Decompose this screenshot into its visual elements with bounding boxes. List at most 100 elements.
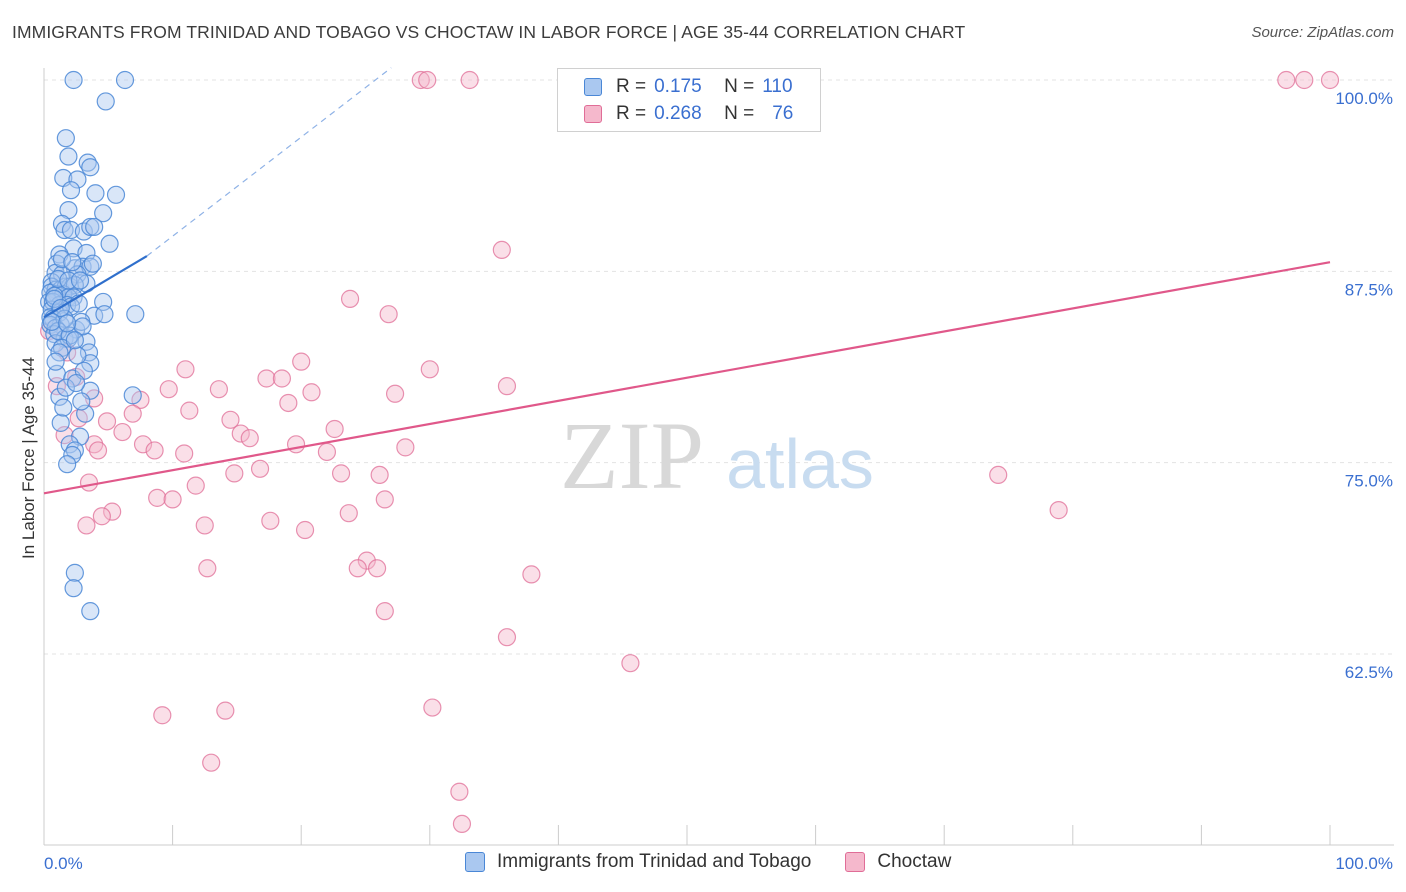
trinidad-point bbox=[50, 387, 69, 406]
choctaw-point bbox=[423, 698, 442, 717]
legend-r-label: R = bbox=[616, 103, 647, 124]
trinidad-point bbox=[59, 329, 78, 348]
trinidad-point bbox=[106, 185, 126, 204]
trinidad-point bbox=[96, 92, 115, 111]
trinidad-point bbox=[55, 220, 74, 240]
trinidad-point bbox=[52, 249, 72, 269]
legend-row-trinidad: R = 0.175 N = 110 bbox=[584, 75, 793, 99]
trinidad-point bbox=[51, 413, 70, 432]
choctaw-point bbox=[97, 412, 117, 431]
trinidad-point bbox=[54, 398, 73, 417]
legend-label-choctaw: Choctaw bbox=[877, 851, 952, 872]
choctaw-point bbox=[339, 504, 358, 523]
trinidad-point bbox=[81, 217, 100, 237]
choctaw-point bbox=[385, 384, 405, 403]
trinidad-point bbox=[70, 427, 90, 446]
choctaw-point bbox=[452, 814, 472, 834]
choctaw-point bbox=[348, 559, 367, 578]
choctaw-point bbox=[250, 459, 270, 478]
trinidad-point bbox=[65, 563, 84, 582]
choctaw-point bbox=[522, 565, 541, 584]
choctaw-point bbox=[79, 473, 99, 492]
trinidad-point bbox=[64, 579, 83, 598]
choctaw-point bbox=[1277, 70, 1296, 90]
choctaw-point bbox=[77, 516, 96, 535]
trinidad-point bbox=[58, 455, 77, 474]
source-label: Source: ZipAtlas.com bbox=[1251, 24, 1394, 41]
legend-n-label: N = bbox=[724, 103, 755, 124]
trinidad-point bbox=[94, 204, 113, 223]
choctaw-point bbox=[176, 360, 195, 379]
legend-swatch-pink bbox=[845, 852, 866, 872]
choctaw-point bbox=[331, 464, 351, 483]
y-tick-label: 62.5% bbox=[1345, 663, 1393, 682]
choctaw-point bbox=[216, 701, 235, 720]
trinidad-point bbox=[81, 158, 100, 177]
trinidad-point bbox=[123, 386, 142, 405]
choctaw-point bbox=[420, 360, 439, 379]
legend-row-choctaw: R = 0.268 N = 76 bbox=[584, 102, 793, 126]
trinidad-point bbox=[63, 253, 82, 272]
choctaw-point bbox=[396, 438, 415, 457]
trinidad-point bbox=[85, 217, 104, 237]
trinidad-point bbox=[46, 352, 65, 371]
choctaw-point bbox=[272, 369, 292, 388]
choctaw-point bbox=[989, 465, 1008, 485]
choctaw-point bbox=[367, 559, 387, 578]
grid-lines bbox=[44, 79, 1394, 655]
watermark-atlas: atlas bbox=[726, 425, 874, 503]
trinidad-point bbox=[77, 243, 96, 263]
trinidad-point bbox=[77, 332, 96, 351]
trinidad-point bbox=[81, 602, 100, 621]
series-choctaw bbox=[40, 70, 1340, 834]
choctaw-point bbox=[1049, 501, 1068, 520]
trinidad-point bbox=[50, 343, 69, 362]
choctaw-point bbox=[1320, 70, 1340, 90]
legend-swatch-blue bbox=[465, 852, 485, 872]
choctaw-point bbox=[302, 383, 321, 402]
legend-item-trinidad: Immigrants from Trinidad and Tobago bbox=[465, 851, 811, 873]
choctaw-point bbox=[375, 602, 394, 621]
x-tick-label: 100.0% bbox=[1335, 854, 1393, 873]
choctaw-point bbox=[103, 502, 122, 521]
choctaw-point bbox=[460, 70, 479, 90]
legend-n-value: 110 bbox=[762, 76, 793, 97]
choctaw-point bbox=[375, 490, 394, 509]
choctaw-point bbox=[163, 490, 182, 509]
choctaw-point bbox=[123, 404, 142, 423]
trinidad-point bbox=[56, 378, 75, 397]
choctaw-point bbox=[257, 369, 276, 388]
series-legend: Immigrants from Trinidad and Tobago Choc… bbox=[465, 851, 985, 873]
trinidad-point bbox=[86, 184, 105, 203]
y-tick-label: 100.0% bbox=[1335, 89, 1393, 108]
y-tick-label: 87.5% bbox=[1345, 280, 1393, 299]
trinidad-point bbox=[95, 305, 114, 324]
trinidad-point bbox=[65, 331, 84, 350]
trend-lines bbox=[43, 67, 1331, 495]
y-axis-label: In Labor Force | Age 35-44 bbox=[19, 357, 38, 559]
choctaw-point bbox=[497, 628, 517, 647]
trinidad-point bbox=[67, 373, 86, 393]
choctaw-point bbox=[88, 441, 108, 460]
choctaw-point bbox=[113, 422, 132, 442]
axes bbox=[43, 68, 1394, 846]
choctaw-point bbox=[180, 401, 199, 420]
trinidad-point bbox=[45, 289, 64, 308]
trinidad-point bbox=[64, 70, 83, 90]
choctaw-point bbox=[225, 464, 244, 483]
legend-n-value: 76 bbox=[772, 103, 794, 124]
legend-item-choctaw: Choctaw bbox=[845, 851, 951, 873]
trinidad-point bbox=[68, 170, 87, 189]
x-tick-label: 0.0% bbox=[44, 854, 83, 873]
choctaw-point bbox=[379, 305, 398, 324]
trinidad-point bbox=[126, 305, 145, 324]
choctaw-point bbox=[133, 435, 153, 454]
legend-n-label: N = bbox=[724, 76, 755, 97]
choctaw-point bbox=[317, 442, 337, 462]
trinidad-point bbox=[74, 222, 93, 241]
choctaw-point bbox=[370, 465, 389, 485]
choctaw-point bbox=[221, 410, 240, 429]
choctaw-point bbox=[492, 240, 511, 260]
choctaw-point bbox=[325, 419, 344, 439]
